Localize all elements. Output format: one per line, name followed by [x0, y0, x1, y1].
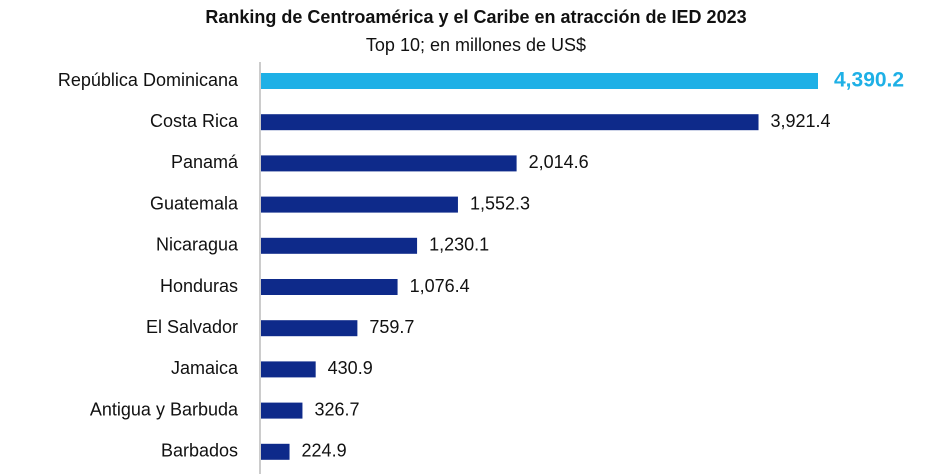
bar	[261, 155, 517, 172]
bar	[261, 237, 418, 254]
value-label: 1,076.4	[410, 276, 470, 296]
bar	[261, 279, 398, 295]
y-tick-label: El Salvador	[146, 317, 238, 337]
y-tick-label: Costa Rica	[150, 111, 239, 131]
value-label: 224.9	[302, 441, 347, 461]
y-tick-label: Barbados	[161, 441, 238, 461]
bar	[261, 443, 290, 460]
bar	[261, 361, 316, 378]
value-label: 4,390.2	[834, 69, 904, 92]
value-label: 3,921.4	[771, 111, 831, 131]
bar	[261, 320, 358, 337]
bar	[261, 73, 818, 89]
value-label: 430.9	[328, 358, 373, 378]
y-tick-label: Nicaragua	[156, 235, 239, 255]
bar	[261, 114, 759, 131]
bar	[261, 402, 303, 419]
value-label: 326.7	[314, 399, 359, 419]
value-label: 1,552.3	[470, 193, 530, 213]
value-label: 2,014.6	[529, 152, 589, 172]
chart-title: Ranking de Centroamérica y el Caribe en …	[205, 7, 746, 27]
y-tick-label: Panamá	[171, 152, 239, 172]
value-label: 1,230.1	[429, 235, 489, 255]
value-label: 759.7	[369, 317, 414, 337]
y-tick-label: Antigua y Barbuda	[90, 399, 239, 419]
y-tick-label: Jamaica	[171, 358, 239, 378]
y-tick-label: Honduras	[160, 276, 238, 296]
y-tick-label: República Dominicana	[58, 70, 239, 90]
y-tick-label: Guatemala	[150, 193, 239, 213]
chart-subtitle: Top 10; en millones de US$	[366, 35, 586, 55]
bar	[261, 196, 458, 213]
